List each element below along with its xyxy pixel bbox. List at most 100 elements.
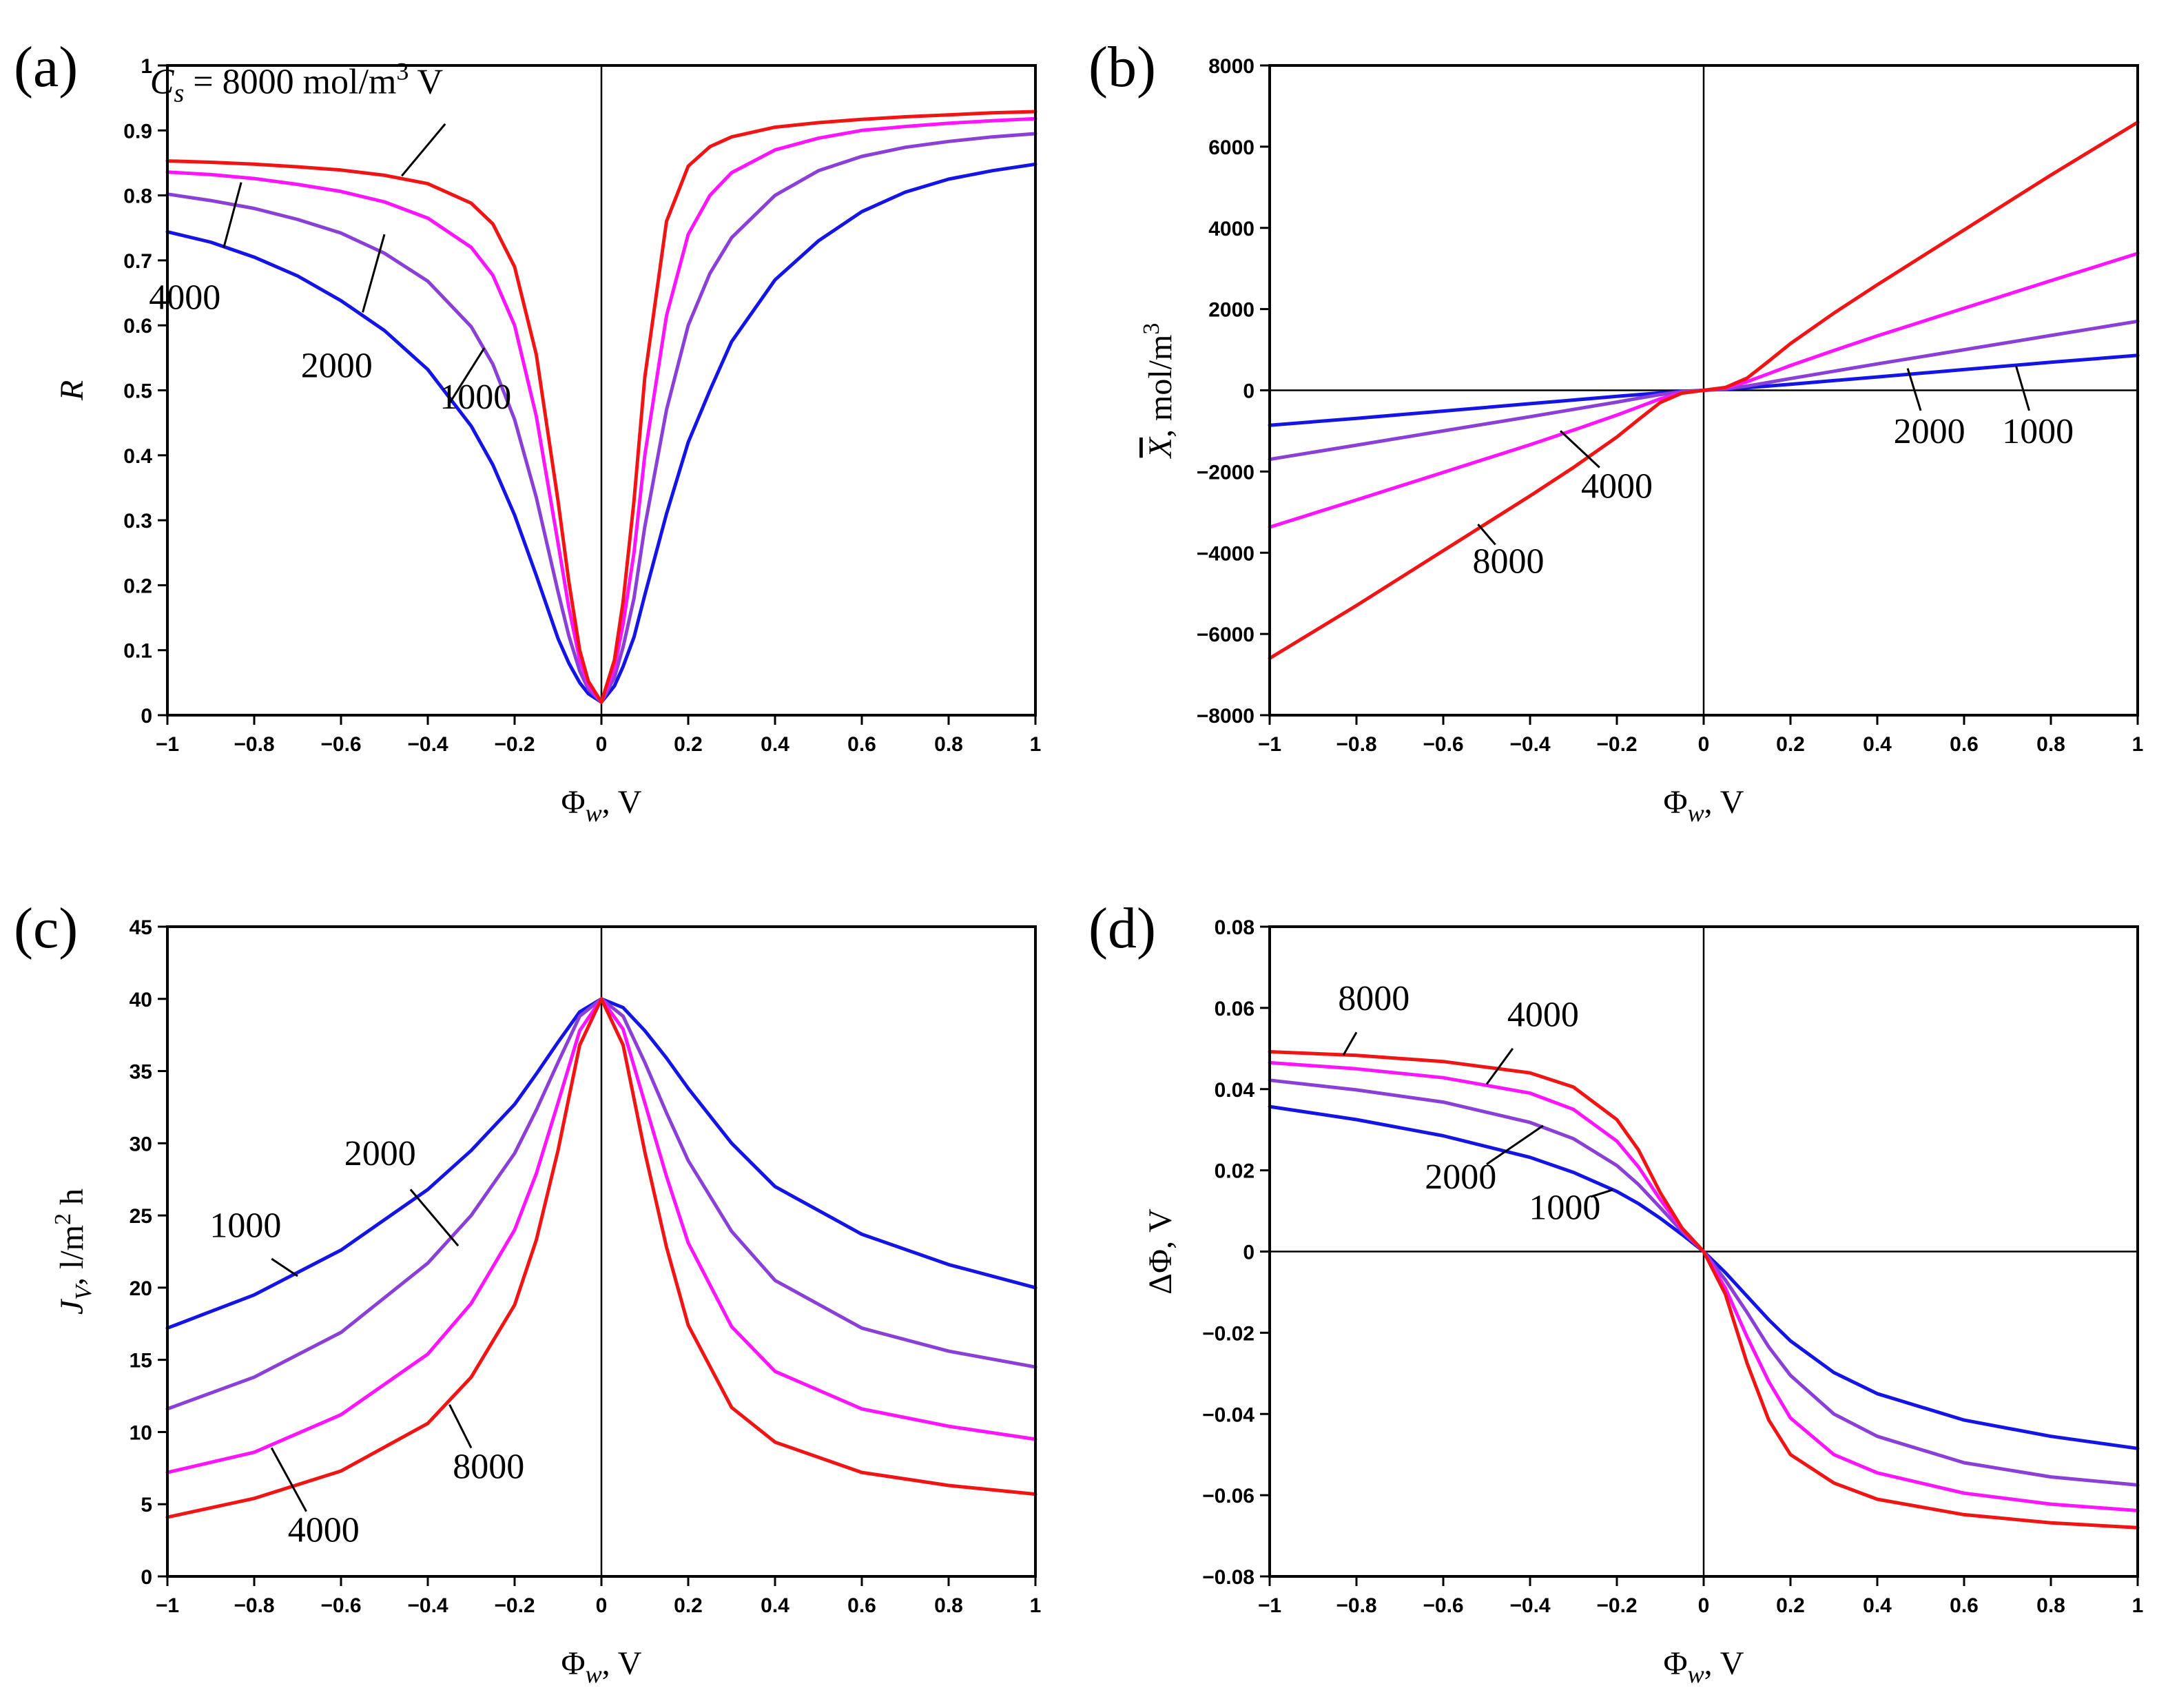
y-tick-label: 0.6 bbox=[123, 315, 152, 338]
chart-panel-b: −1 −0.8 −0.6 −0.4 −0.2 0 0.2 0.4 0.6 0.8 1 −8000 −60… bbox=[1088, 35, 2143, 827]
y-tick-label: 0.02 bbox=[1215, 1160, 1255, 1183]
x-axis-title: Φw, V bbox=[1664, 1645, 1744, 1688]
annotation-label-1000: 1000 bbox=[440, 378, 511, 417]
x-tick-label: 0 bbox=[1698, 733, 1710, 756]
y-axis-title-main: X bbox=[1142, 436, 1179, 459]
annotation-label-1000: 1000 bbox=[1529, 1188, 1600, 1227]
y-tick-label: 0.9 bbox=[123, 120, 152, 143]
annotation-leader-2000 bbox=[362, 234, 386, 313]
panel-label: (a) bbox=[14, 35, 78, 99]
x-tick-label: 0.2 bbox=[674, 1594, 703, 1617]
x-tick-label: −0.4 bbox=[407, 733, 448, 756]
annotation-label-2000: 2000 bbox=[301, 347, 373, 386]
x-tick-label: −0.4 bbox=[407, 1594, 448, 1617]
chart-panel-c: −1 −0.8 −0.6 −0.4 −0.2 0 0.2 0.4 0.6 0.8 105101520… bbox=[14, 896, 1041, 1688]
x-tick-label: −0.8 bbox=[1336, 733, 1376, 756]
annotation-label-8000: 8000 bbox=[453, 1448, 524, 1487]
y-tick-label: −0.04 bbox=[1202, 1403, 1255, 1426]
x-tick-label: 0.8 bbox=[2036, 1594, 2065, 1617]
x-axis-title: Φw, V bbox=[561, 1645, 642, 1688]
y-tick-label: 15 bbox=[130, 1350, 152, 1372]
y-axis-title: R bbox=[54, 380, 90, 401]
x-tick-label: 0 bbox=[596, 1594, 608, 1617]
y-tick-label: 8000 bbox=[1208, 55, 1255, 78]
y-axis-title-sup: 3 bbox=[1139, 323, 1164, 335]
annotation-leader-8000 bbox=[1477, 524, 1496, 546]
x-tick-label: 0.8 bbox=[934, 1594, 963, 1617]
annotation-label-1000: 1000 bbox=[209, 1206, 281, 1246]
y-tick-label: 0.4 bbox=[123, 445, 152, 468]
x-axis-title-sub: w bbox=[586, 799, 602, 827]
x-axis-title-main: Φ bbox=[1664, 1645, 1688, 1682]
y-tick-label: 40 bbox=[130, 989, 152, 1011]
x-axis-title: Φw, V bbox=[1664, 784, 1744, 827]
x-tick-label: −0.8 bbox=[1336, 1594, 1376, 1617]
series-line-8000 bbox=[165, 110, 1037, 704]
y-tick-label: −0.06 bbox=[1202, 1485, 1255, 1508]
y-tick-label: −4000 bbox=[1197, 542, 1255, 565]
x-tick-label: −1 bbox=[156, 733, 179, 756]
x-tick-label: −0.4 bbox=[1509, 1594, 1551, 1617]
y-axis-title-unit: , V bbox=[1142, 1208, 1179, 1249]
y-tick-label: 0.3 bbox=[123, 510, 152, 533]
x-tick-label: 0.4 bbox=[1863, 1594, 1892, 1617]
x-axis-title-main: Φ bbox=[561, 1645, 586, 1682]
annotation-label-4000: 4000 bbox=[1507, 995, 1579, 1034]
x-tick-label: −1 bbox=[1258, 1594, 1281, 1617]
x-tick-label: −0.2 bbox=[1596, 1594, 1637, 1617]
x-tick-label: 1 bbox=[1030, 1594, 1042, 1617]
annotation-leader-4000 bbox=[1560, 430, 1600, 469]
y-tick-label: 0.8 bbox=[123, 185, 152, 208]
y-axis-title-sup: 2 bbox=[50, 1213, 76, 1225]
x-tick-label: −0.4 bbox=[1509, 733, 1551, 756]
y-axis-title-unit: , l/m bbox=[54, 1225, 90, 1286]
annotation-leader-2000 bbox=[1486, 1124, 1544, 1166]
x-tick-label: −1 bbox=[156, 1594, 179, 1617]
x-axis-title-main: Φ bbox=[1664, 784, 1688, 821]
y-tick-label: −0.02 bbox=[1202, 1322, 1255, 1345]
annotation-label-4000: 4000 bbox=[288, 1511, 360, 1550]
x-tick-label: −0.2 bbox=[494, 733, 535, 756]
y-tick-label: 0 bbox=[1243, 1242, 1255, 1264]
annotation-leader-8000 bbox=[448, 1403, 473, 1449]
annotation-label-1000: 1000 bbox=[2002, 412, 2074, 451]
annotation-leader-1000 bbox=[271, 1257, 298, 1277]
y-tick-label: −8000 bbox=[1197, 705, 1255, 728]
x-tick-label: 1 bbox=[2132, 733, 2144, 756]
y-tick-label: 0.2 bbox=[123, 575, 152, 597]
x-axis-title-sub: w bbox=[586, 1660, 602, 1688]
y-axis-title-main: ΔΦ bbox=[1142, 1249, 1179, 1295]
y-tick-label: 4000 bbox=[1208, 218, 1255, 240]
y-axis-title: X, mol/m3 bbox=[1139, 323, 1179, 460]
annotation-label-2000: 2000 bbox=[1894, 412, 1965, 451]
annotation-leader-2000 bbox=[1906, 368, 1922, 411]
x-tick-label: 0.2 bbox=[1776, 1594, 1805, 1617]
x-tick-label: 0.8 bbox=[2036, 733, 2065, 756]
x-tick-label: 0.6 bbox=[847, 1594, 876, 1617]
y-axis-title-main: J bbox=[54, 1298, 90, 1315]
x-tick-label: −0.6 bbox=[1423, 1594, 1463, 1617]
y-tick-label: 0.04 bbox=[1215, 1079, 1255, 1102]
x-tick-label: 0.6 bbox=[1950, 733, 1979, 756]
x-axis-title-unit: , V bbox=[1704, 1645, 1744, 1682]
annotation-leader-1000 bbox=[448, 347, 486, 404]
y-tick-label: 45 bbox=[130, 916, 152, 939]
y-tick-label: 5 bbox=[141, 1494, 152, 1516]
x-tick-label: 0.8 bbox=[934, 733, 963, 756]
annotation-label-4000: 4000 bbox=[1581, 467, 1653, 506]
y-tick-label: 0 bbox=[141, 1566, 152, 1589]
x-tick-label: 0.2 bbox=[1776, 733, 1805, 756]
annotation-label-8000: Cs = 8000 mol/m3 V bbox=[150, 58, 443, 108]
chart-panel-d: −1 −0.8 −0.6 −0.4 −0.2 0 0.2 0.4 0.6 0.8 1 −0.08 −0.… bbox=[1088, 896, 2143, 1688]
chart-panel-a: −1 −0.8 −0.6 −0.4 −0.2 0 0.2 0.4 0.6 0.8 1 0 0.1 0.2 0… bbox=[14, 35, 1041, 827]
y-tick-label: −0.08 bbox=[1202, 1566, 1255, 1589]
x-tick-label: 0.2 bbox=[674, 733, 703, 756]
y-axis-title-unit: , mol/m bbox=[1142, 335, 1179, 438]
annotation-leader-4000 bbox=[1485, 1047, 1514, 1085]
x-tick-label: −0.6 bbox=[320, 733, 361, 756]
series-line-8000 bbox=[165, 997, 1037, 1519]
y-tick-label: 0.7 bbox=[123, 250, 152, 273]
x-tick-label: −0.6 bbox=[1423, 733, 1463, 756]
y-tick-label: 0.06 bbox=[1215, 998, 1255, 1020]
